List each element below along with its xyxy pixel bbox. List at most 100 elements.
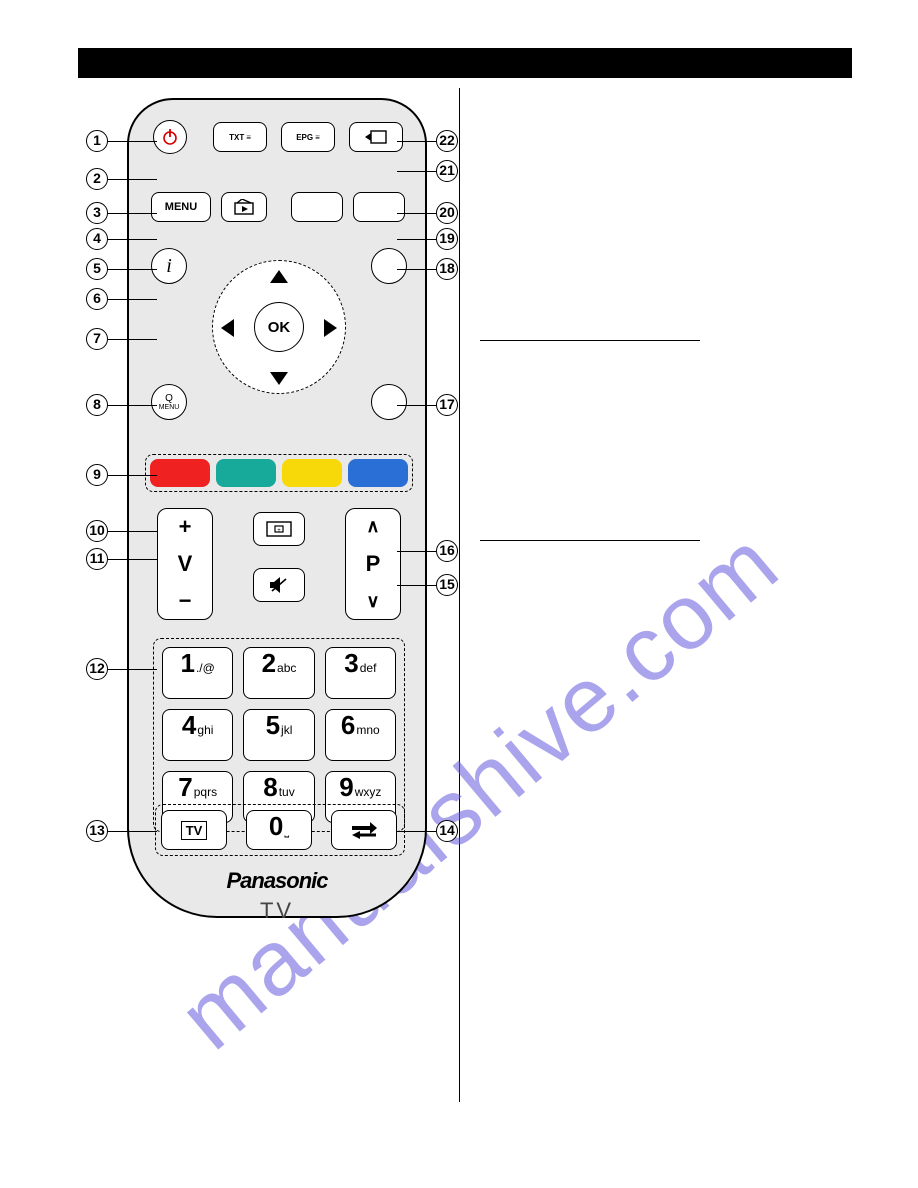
qmenu-button[interactable]: QMENU (151, 384, 187, 420)
blank-button-2[interactable] (353, 192, 405, 222)
dpad-right-icon (324, 319, 337, 337)
lead-22 (397, 141, 436, 142)
callout-3: 3 (86, 202, 108, 224)
menu-button[interactable]: MENU (151, 192, 211, 222)
key-2[interactable]: 2abc (243, 647, 314, 699)
color-buttons (145, 454, 413, 492)
red-button[interactable] (150, 459, 210, 487)
yellow-button[interactable] (282, 459, 342, 487)
callout-13: 13 (86, 820, 108, 842)
tv-label-bottom: TV (129, 898, 425, 924)
vol-label: V (178, 551, 193, 577)
lead-20 (397, 213, 436, 214)
lead-11 (108, 559, 157, 560)
callout-20: 20 (436, 202, 458, 224)
q-label: Q (165, 394, 173, 404)
tv-button[interactable]: TV (161, 810, 227, 850)
lead-6 (108, 299, 157, 300)
lead-3 (108, 213, 157, 214)
lead-12 (108, 669, 157, 670)
txt-label: TXT (229, 133, 244, 142)
lead-15 (397, 585, 436, 586)
column-divider (459, 88, 460, 1102)
vol-minus-icon: − (179, 588, 192, 614)
callout-15: 15 (436, 574, 458, 596)
source-button[interactable] (349, 122, 403, 152)
key-0[interactable]: 0⎵ (246, 810, 312, 850)
callout-12: 12 (86, 658, 108, 680)
option-button[interactable] (371, 248, 407, 284)
callout-6: 6 (86, 288, 108, 310)
callout-21: 21 (436, 160, 458, 182)
blank-button-1[interactable] (291, 192, 343, 222)
power-button[interactable] (153, 120, 187, 154)
callout-9: 9 (86, 464, 108, 486)
callout-18: 18 (436, 258, 458, 280)
key-1[interactable]: 1./@ (162, 647, 233, 699)
media-icon (234, 199, 254, 215)
vol-plus-icon: + (179, 514, 192, 540)
callout-10: 10 (86, 520, 108, 542)
menu-label: MENU (165, 201, 197, 213)
lead-4 (108, 239, 157, 240)
media-button[interactable] (221, 192, 267, 222)
lead-21 (397, 171, 436, 172)
aspect-button[interactable]: + (253, 512, 305, 546)
callout-17: 17 (436, 394, 458, 416)
blue-button[interactable] (348, 459, 408, 487)
prog-up-icon: ∧ (366, 516, 379, 537)
key-6[interactable]: 6mno (325, 709, 396, 761)
key-4[interactable]: 4ghi (162, 709, 233, 761)
lead-18 (397, 269, 436, 270)
epg-button[interactable]: EPG≡ (281, 122, 335, 152)
section-rule-1 (480, 340, 700, 341)
qmenu-label: MENU (159, 404, 180, 411)
key-5[interactable]: 5jkl (243, 709, 314, 761)
callout-7: 7 (86, 328, 108, 350)
green-button[interactable] (216, 459, 276, 487)
brand-label: Panasonic (129, 868, 425, 894)
lead-10 (108, 531, 157, 532)
txt-button[interactable]: TXT≡ (213, 122, 267, 152)
dpad-up-icon (270, 270, 288, 283)
tv-label: TV (181, 821, 208, 840)
callout-4: 4 (86, 228, 108, 250)
lead-9 (108, 475, 157, 476)
swap-button[interactable] (331, 810, 397, 850)
lead-19 (397, 239, 436, 240)
ok-button[interactable]: OK (254, 302, 304, 352)
program-rocker[interactable]: ∧ P ∨ (345, 508, 401, 620)
svg-text:+: + (277, 528, 281, 534)
prog-label: P (366, 551, 381, 577)
mute-icon (269, 576, 289, 594)
swap-icon (350, 821, 378, 839)
info-icon: i (166, 255, 172, 278)
lead-2 (108, 179, 157, 180)
callout-14: 14 (436, 820, 458, 842)
lead-13 (108, 831, 157, 832)
remote-body: TXT≡ EPG≡ MENU i OK QMENU + V − ∧ P ∨ + (127, 98, 427, 918)
return-button[interactable] (371, 384, 407, 420)
dpad-left-icon (221, 319, 234, 337)
prog-down-icon: ∨ (366, 591, 379, 612)
mute-button[interactable] (253, 568, 305, 602)
lead-16 (397, 551, 436, 552)
callout-5: 5 (86, 258, 108, 280)
callout-2: 2 (86, 168, 108, 190)
key-0-label: 0 (269, 811, 283, 842)
info-button[interactable]: i (151, 248, 187, 284)
lead-1 (108, 141, 157, 142)
lead-14 (397, 831, 436, 832)
header-blackbar (78, 48, 852, 78)
epg-label: EPG (296, 133, 313, 142)
lead-7 (108, 339, 157, 340)
volume-rocker[interactable]: + V − (157, 508, 213, 620)
lead-8 (108, 405, 157, 406)
callout-8: 8 (86, 394, 108, 416)
callout-11: 11 (86, 548, 108, 570)
callout-19: 19 (436, 228, 458, 250)
numeric-keypad: 1./@2abc3def4ghi5jkl6mno7pqrs8tuv9wxyz (153, 638, 405, 832)
lead-17 (397, 405, 436, 406)
key-3[interactable]: 3def (325, 647, 396, 699)
power-icon (161, 128, 179, 146)
